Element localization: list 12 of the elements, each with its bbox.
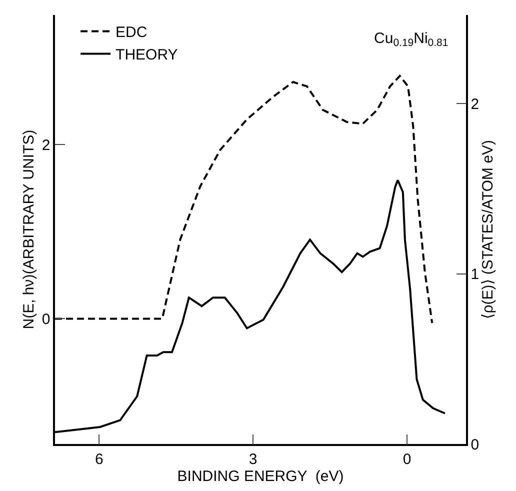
y2-tick-label: 2 xyxy=(470,96,480,113)
y2-axis-title: ⟨ρ(E)⟩ (STATES/ATOM eV) xyxy=(480,140,497,320)
y2-tick-label: 0 xyxy=(470,436,480,454)
y-axis-title: N(E, hν)(ARBITRARY UNITS) xyxy=(20,130,38,330)
x-tick-label: 0 xyxy=(402,450,412,468)
legend-label: THEORY xyxy=(116,46,178,64)
legend-label: EDC xyxy=(116,24,148,42)
x-tick-label: 3 xyxy=(248,450,258,468)
y2-tick-label: 1 xyxy=(470,266,480,284)
x-axis-title: BINDING ENERGY (eV) xyxy=(177,468,344,485)
annotation: Cu$_{0.19}$Ni$_{0.81}$ xyxy=(374,30,448,50)
x-tick-label: 6 xyxy=(94,450,104,468)
